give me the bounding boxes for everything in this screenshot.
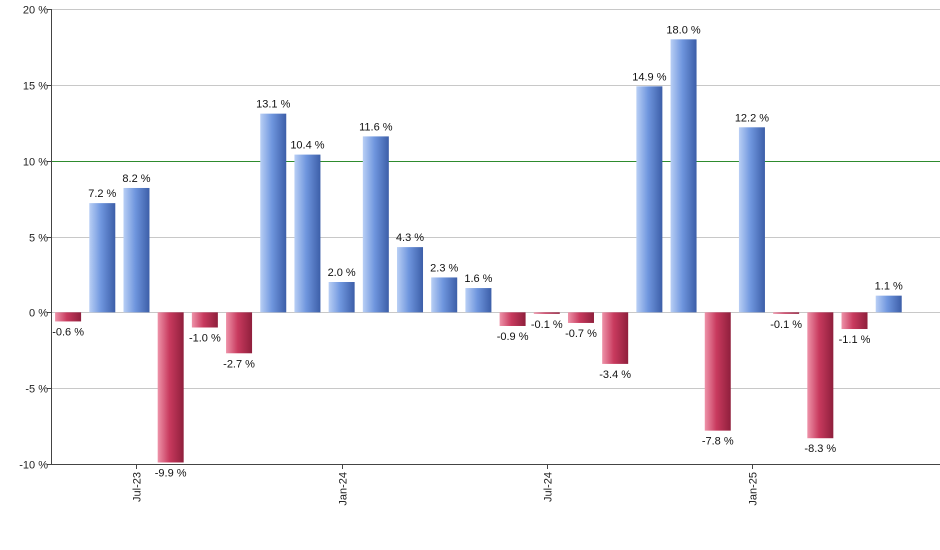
bar	[841, 312, 868, 330]
bar	[397, 247, 424, 313]
bar-data-label: -0.1 %	[531, 319, 563, 331]
bar-data-label: 8.2 %	[122, 173, 150, 185]
x-tick-label: Jan-25	[748, 472, 760, 506]
bar	[465, 288, 492, 313]
y-tick-label: 10 %	[23, 157, 48, 169]
x-tick-label: Jan-24	[338, 472, 350, 506]
bar-data-label: -7.8 %	[702, 436, 734, 448]
bar	[89, 203, 116, 313]
bar	[191, 312, 218, 328]
bar	[636, 86, 663, 313]
y-tick-label: -5 %	[25, 384, 48, 396]
bar-data-label: 4.3 %	[396, 232, 424, 244]
bar	[602, 312, 629, 364]
y-tick-label: 0 %	[29, 308, 48, 320]
bar-data-label: -3.4 %	[599, 369, 631, 381]
bar-data-label: 7.2 %	[88, 188, 116, 200]
bar-data-label: 1.1 %	[875, 281, 903, 293]
y-tick-label: -10 %	[19, 460, 48, 472]
bar	[670, 39, 697, 313]
bar	[431, 277, 458, 313]
bar	[55, 312, 82, 322]
bar-data-label: 13.1 %	[256, 99, 290, 111]
bar-data-label: 1.6 %	[464, 273, 492, 285]
bar-data-label: -2.7 %	[223, 358, 255, 370]
bar	[123, 187, 150, 313]
axes: -10 % -5 % 0 % 5 % 10 % 15 % 20 % Jul-23 Jan-24 J…	[19, 5, 940, 506]
bar	[704, 312, 731, 431]
bar	[226, 312, 253, 354]
bar	[875, 295, 902, 313]
bar-data-label: -1.0 %	[189, 333, 221, 345]
bar-data-label: 10.4 %	[290, 140, 324, 152]
bar-data-label: -0.6 %	[52, 326, 84, 338]
bar	[260, 113, 287, 313]
bar-data-label: -0.1 %	[770, 319, 802, 331]
bar-data-label: -1.1 %	[839, 334, 871, 346]
bar	[362, 136, 389, 313]
bar	[807, 312, 834, 439]
x-tick-label: Jul-24	[543, 472, 555, 502]
bar-data-label: -9.9 %	[155, 467, 187, 479]
data-labels: -0.6 % 7.2 % 8.2 % -9.9 % -1.0 % -2.7 % 13.1 %…	[52, 24, 903, 479]
y-tick-label: 15 %	[23, 81, 48, 93]
bar-data-label: -8.3 %	[804, 443, 836, 455]
bar-data-label: -0.9 %	[497, 331, 529, 343]
bar-data-label: -0.7 %	[565, 328, 597, 340]
bar	[773, 312, 800, 314]
x-tick-label: Jul-23	[132, 472, 144, 502]
bar	[294, 154, 321, 313]
bar-data-label: 2.3 %	[430, 262, 458, 274]
bar	[499, 312, 526, 326]
bar	[738, 127, 765, 313]
bar-data-label: 14.9 %	[632, 71, 666, 83]
bar	[328, 282, 355, 313]
bar-data-label: 12.2 %	[735, 112, 769, 124]
bar	[157, 312, 184, 463]
bars	[55, 39, 902, 463]
y-tick-label: 5 %	[29, 233, 48, 245]
bar-data-label: 2.0 %	[328, 267, 356, 279]
bar-data-label: 11.6 %	[359, 121, 393, 133]
y-tick-label: 20 %	[23, 5, 48, 17]
bar-data-label: 18.0 %	[666, 24, 700, 36]
bar	[533, 312, 560, 314]
gridlines	[51, 9, 940, 465]
bar	[567, 312, 594, 323]
